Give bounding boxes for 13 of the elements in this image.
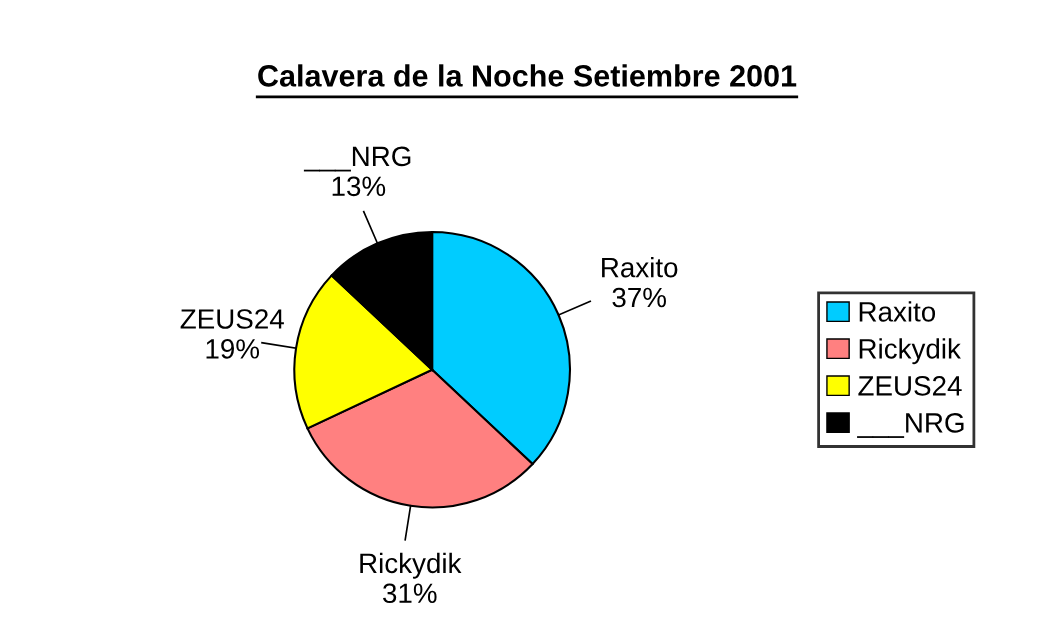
data-label: 19% bbox=[206, 339, 260, 359]
legend-label: Rickydik bbox=[859, 338, 961, 365]
data-label: 37% bbox=[612, 287, 666, 308]
data-label: 31% bbox=[383, 583, 437, 604]
slice-label: ___NRG bbox=[303, 146, 411, 172]
legend-label: Raxito bbox=[859, 301, 936, 322]
slice-label: Raxito bbox=[602, 257, 678, 278]
slice-label: ZEUS24 bbox=[180, 309, 284, 329]
legend-label: ___NRG bbox=[857, 413, 964, 438]
chart-title: Calavera de la Noche Setiembre 2001 bbox=[258, 64, 797, 87]
slice-label: Rickydik bbox=[360, 552, 462, 579]
data-label: 13% bbox=[332, 176, 386, 197]
legend-label: ZEUS24 bbox=[858, 376, 962, 396]
